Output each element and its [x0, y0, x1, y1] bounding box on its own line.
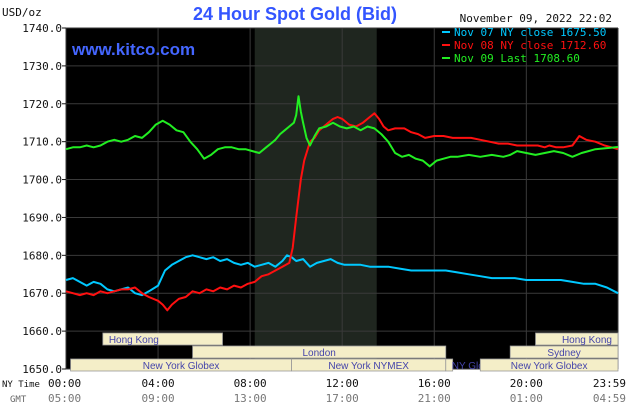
x-tick-label-gmt: 01:00: [510, 392, 543, 405]
header: USD/oz 24 Hour Spot Gold (Bid) November …: [2, 4, 612, 25]
x-tick-label-gmt: 09:00: [142, 392, 175, 405]
session-label: Sydney: [547, 348, 580, 359]
grid-lines: [65, 27, 619, 370]
x-axis-ticks: NY Time GMT 00:00 05:00 04:00 09:00 08:00 13:…: [2, 377, 626, 405]
session-bar: [509, 345, 619, 359]
legend-entry: Nov 08 NY close 1712.60: [454, 39, 606, 52]
x-tick-label: 08:00: [234, 377, 267, 390]
session-bar: [102, 332, 223, 346]
session-label: New York Globex: [143, 361, 220, 372]
legend-entry: Nov 09 Last 1708.60: [454, 52, 580, 65]
x-tick-label-gmt: 17:00: [326, 392, 359, 405]
kitco-watermark: www.kitco.com: [71, 40, 195, 59]
x-tick-label: 04:00: [142, 377, 175, 390]
session-bar: [445, 358, 454, 372]
x-tick-label-gmt: 04:59: [593, 392, 626, 405]
london-session-highlight: [254, 28, 377, 369]
x-tick-label: 12:00: [326, 377, 359, 390]
session-label: Hong Kong: [562, 335, 612, 346]
y-axis-unit-label: USD/oz: [2, 6, 42, 19]
y-axis-ticks: 1650.0 1660.0 1670.0 1680.0 1690.0 1700.0 1710…: [22, 22, 66, 376]
x-tick-label: 23:59: [593, 377, 626, 390]
session-bar: [535, 332, 619, 346]
y-tick-label: 1680.0: [22, 249, 62, 262]
chart-timestamp: November 09, 2022 22:02: [460, 12, 612, 25]
series-line-nov09: [65, 95, 619, 168]
y-tick-label: 1650.0: [22, 363, 62, 376]
session-bars: Hong Kong London New York Globex New York N…: [70, 332, 619, 372]
chart-title: 24 Hour Spot Gold (Bid): [193, 4, 397, 24]
y-tick-label: 1700.0: [22, 174, 62, 187]
session-label: NY Globex: [452, 361, 500, 372]
x-tick-label-gmt: 05:00: [48, 392, 81, 405]
y-tick-label: 1710.0: [22, 136, 62, 149]
x-axis-label-ny-time: NY Time: [2, 380, 40, 390]
legend-entry: Nov 07 NY close 1675.50: [454, 26, 606, 39]
y-tick-label: 1690.0: [22, 211, 62, 224]
session-label: Hong Kong: [109, 335, 159, 346]
x-tick-label: 20:00: [510, 377, 543, 390]
x-tick-label: 16:00: [418, 377, 451, 390]
y-tick-label: 1660.0: [22, 325, 62, 338]
y-tick-label: 1740.0: [22, 22, 62, 35]
x-tick-label-gmt: 21:00: [418, 392, 451, 405]
session-bar: [479, 358, 619, 372]
price-series: [65, 95, 619, 312]
y-tick-label: 1730.0: [22, 60, 62, 73]
session-label: London: [302, 348, 335, 359]
x-tick-label-gmt: 13:00: [234, 392, 267, 405]
y-tick-label: 1670.0: [22, 287, 62, 300]
y-tick-label: 1720.0: [22, 98, 62, 111]
x-axis-label-gmt: GMT: [10, 395, 27, 405]
session-label: New York NYMEX: [328, 361, 409, 372]
session-bar: [192, 345, 447, 359]
session-label: New York Globex: [511, 361, 588, 372]
x-tick-label: 00:00: [48, 377, 81, 390]
